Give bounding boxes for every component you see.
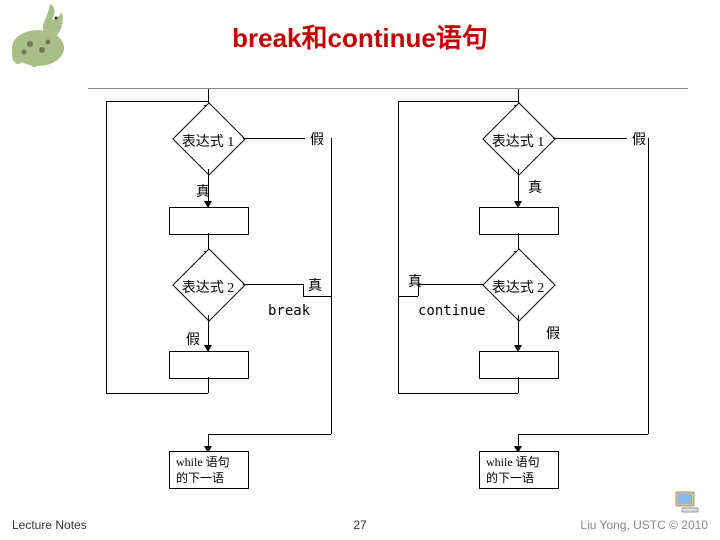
left-expr2-label: 表达式 2 (178, 277, 238, 297)
left-break-label: break (268, 303, 310, 319)
left-expr1-label: 表达式 1 (178, 131, 238, 151)
computer-icon (674, 490, 702, 514)
right-next-line2: 的下一语 (486, 469, 534, 486)
right-box-2 (479, 351, 559, 379)
left-box-1 (169, 207, 249, 235)
right-next-line1: while 语句 (486, 453, 540, 470)
left-next-line2: 的下一语 (176, 469, 224, 486)
slide-title: break和continue语句 (0, 18, 720, 55)
left-false-1: 假 (310, 129, 324, 149)
left-next-line1: while 语句 (176, 453, 230, 470)
footer-right: Liu Yong, USTC © 2010 (580, 518, 708, 532)
flowchart-area: 表达式 1 假 真 表达式 2 真 break 假 while 语句 的下一语 … (88, 88, 688, 489)
right-false-1: 假 (632, 129, 646, 149)
right-true-2: 真 (408, 271, 422, 291)
right-expr1-label: 表达式 1 (488, 131, 548, 151)
right-continue-label: continue (418, 303, 485, 319)
left-false-2: 假 (186, 329, 200, 349)
right-true-1: 真 (528, 177, 542, 197)
left-box-2 (169, 351, 249, 379)
right-false-2: 假 (546, 323, 560, 343)
right-expr2-label: 表达式 2 (488, 277, 548, 297)
left-true-2: 真 (308, 275, 322, 295)
right-box-1 (479, 207, 559, 235)
